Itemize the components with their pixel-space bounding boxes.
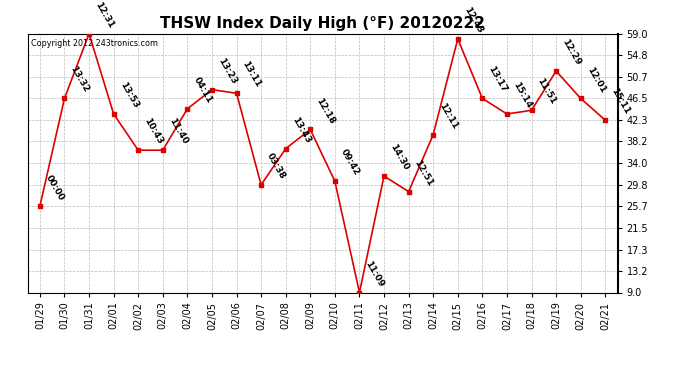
- Text: 12:11: 12:11: [437, 101, 460, 130]
- Text: 11:40: 11:40: [167, 117, 189, 146]
- Title: THSW Index Daily High (°F) 20120222: THSW Index Daily High (°F) 20120222: [160, 16, 485, 31]
- Text: 04:11: 04:11: [192, 75, 214, 105]
- Text: 13:32: 13:32: [68, 65, 91, 94]
- Text: 13:23: 13:23: [216, 56, 238, 86]
- Text: 12:51: 12:51: [413, 158, 435, 188]
- Text: 10:43: 10:43: [142, 117, 164, 146]
- Text: 13:11: 13:11: [241, 60, 263, 89]
- Text: 13:53: 13:53: [118, 81, 140, 110]
- Text: Copyright 2012 243tronics.com: Copyright 2012 243tronics.com: [30, 39, 157, 48]
- Text: 00:00: 00:00: [44, 173, 66, 202]
- Text: 14:30: 14:30: [388, 142, 411, 172]
- Text: 11:09: 11:09: [364, 259, 386, 288]
- Text: 15:14: 15:14: [511, 80, 533, 110]
- Text: 09:42: 09:42: [339, 148, 361, 177]
- Text: 12:01: 12:01: [585, 65, 607, 94]
- Text: 13:43: 13:43: [290, 115, 312, 144]
- Text: 13:17: 13:17: [486, 65, 509, 94]
- Text: 03:38: 03:38: [265, 152, 287, 181]
- Text: 12:31: 12:31: [93, 0, 115, 30]
- Text: 11:51: 11:51: [535, 77, 558, 106]
- Text: 12:29: 12:29: [560, 38, 582, 67]
- Text: 15:11: 15:11: [609, 87, 631, 116]
- Text: 12:18: 12:18: [315, 96, 337, 125]
- Text: 12:43: 12:43: [462, 5, 484, 35]
